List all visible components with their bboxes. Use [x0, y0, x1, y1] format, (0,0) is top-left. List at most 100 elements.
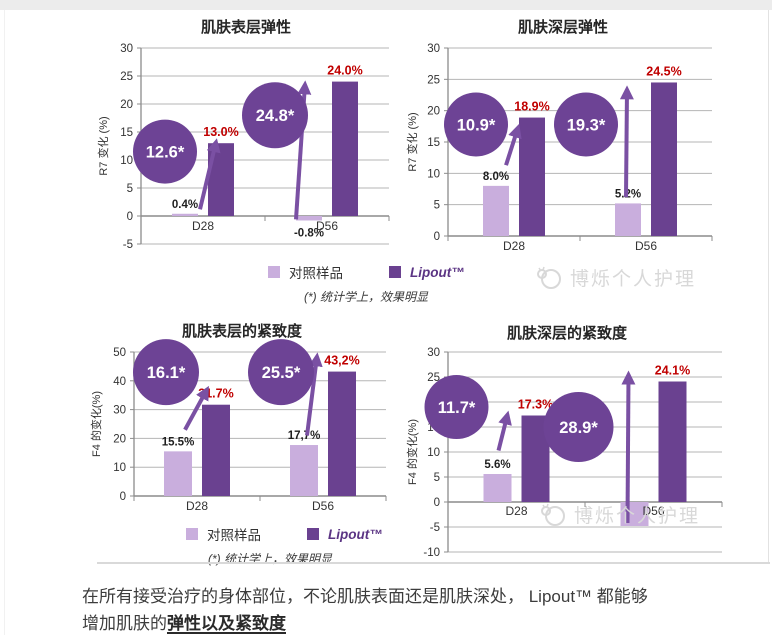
- svg-text:-10: -10: [423, 547, 440, 559]
- svg-text:25: 25: [427, 74, 440, 86]
- svg-text:-0.8%: -0.8%: [294, 227, 324, 239]
- svg-text:24.1%: 24.1%: [655, 364, 690, 378]
- svg-text:0: 0: [434, 497, 440, 509]
- legend-item-lipout: Lipout™: [307, 527, 383, 542]
- svg-text:肌肤深层弹性: 肌肤深层弹性: [518, 18, 608, 36]
- legend-note: (*) 统计学上，效果明显: [208, 552, 332, 566]
- svg-text:D28: D28: [505, 504, 527, 518]
- svg-text:17.3%: 17.3%: [518, 398, 553, 412]
- svg-text:-5: -5: [430, 522, 440, 534]
- svg-text:10: 10: [113, 462, 126, 474]
- svg-text:20: 20: [120, 99, 133, 111]
- svg-text:15.5%: 15.5%: [162, 436, 195, 448]
- svg-text:肌肤深层的紧致度: 肌肤深层的紧致度: [507, 324, 628, 342]
- svg-text:5: 5: [434, 472, 440, 484]
- svg-text:10: 10: [427, 447, 440, 459]
- left-page-edge: [4, 10, 5, 635]
- svg-text:50: 50: [113, 347, 126, 359]
- svg-text:15: 15: [120, 127, 133, 139]
- svg-text:25: 25: [427, 372, 440, 384]
- svg-text:24.0%: 24.0%: [327, 64, 362, 78]
- svg-text:F4 的变化(%): F4 的变化(%): [405, 419, 419, 485]
- svg-text:D28: D28: [186, 499, 208, 513]
- svg-text:-5: -5: [123, 239, 133, 251]
- svg-text:24.5%: 24.5%: [646, 64, 681, 78]
- summary-line-2-prefix: 增加肌肤的: [82, 614, 167, 633]
- svg-text:D56: D56: [316, 219, 338, 233]
- svg-text:20: 20: [113, 433, 126, 445]
- svg-text:0: 0: [127, 211, 133, 223]
- svg-text:18.9%: 18.9%: [514, 100, 549, 114]
- svg-text:10.9*: 10.9*: [457, 116, 496, 134]
- svg-text:25.5*: 25.5*: [262, 364, 301, 382]
- svg-text:30: 30: [120, 43, 133, 55]
- control-swatch: [268, 266, 280, 278]
- svg-text:40: 40: [113, 376, 126, 388]
- svg-text:D56: D56: [312, 499, 334, 513]
- legend-label-lipout: Lipout™: [410, 264, 465, 280]
- svg-text:5: 5: [127, 183, 133, 195]
- watermark-text: 博烁个人护理: [570, 269, 697, 290]
- watermark-top: 博烁个人护理: [536, 264, 696, 291]
- svg-text:D56: D56: [642, 504, 664, 518]
- top-gray-strip: [0, 0, 772, 10]
- lipout-swatch: [307, 528, 319, 540]
- watermark-icon: [537, 266, 561, 289]
- svg-text:5: 5: [434, 200, 440, 212]
- svg-text:30: 30: [427, 43, 440, 55]
- legend-top: 对照样品 Lipout™ (*) 统计学上，效果明显: [268, 262, 465, 305]
- svg-text:12.6*: 12.6*: [146, 144, 185, 162]
- summary-emphasis: 弹性以及紧致度: [167, 614, 286, 633]
- svg-text:0.4%: 0.4%: [172, 199, 198, 211]
- svg-text:25: 25: [120, 71, 133, 83]
- svg-text:19.3*: 19.3*: [567, 116, 606, 134]
- summary-line-1: 在所有接受治疗的身体部位，不论肌肤表面还是肌肤深处， Lipout™ 都能够: [82, 587, 648, 606]
- legend-label-control: 对照样品: [207, 528, 261, 543]
- svg-text:R7 变化 (%): R7 变化 (%): [405, 112, 419, 171]
- svg-text:16.1*: 16.1*: [147, 364, 186, 382]
- svg-text:0: 0: [120, 491, 126, 503]
- legend-item-control: 对照样品: [268, 262, 343, 282]
- svg-text:8.0%: 8.0%: [483, 171, 509, 183]
- legend-label-lipout: Lipout™: [328, 526, 383, 542]
- svg-text:17,7%: 17,7%: [288, 430, 321, 442]
- svg-text:肌肤表层弹性: 肌肤表层弹性: [201, 18, 291, 36]
- legend-label-control: 对照样品: [289, 266, 343, 281]
- svg-text:D28: D28: [503, 239, 525, 253]
- chart-skin-deep-firmness: -10-5051015202530肌肤深层的紧致度F4 的变化(%)5.6%17…: [404, 320, 730, 559]
- legend-note: (*) 统计学上，效果明显: [304, 290, 428, 304]
- control-swatch: [186, 528, 198, 540]
- svg-text:D28: D28: [192, 219, 214, 233]
- svg-text:30: 30: [113, 405, 126, 417]
- svg-text:F4 的变化(%): F4 的变化(%): [89, 391, 103, 457]
- svg-text:24.8*: 24.8*: [256, 107, 295, 125]
- chart-svg: -5 0 5 10 15 20 25 30 肌肤表层弹性 R7 变化 (%) 0.4% 13.0% D2…: [96, 18, 390, 251]
- svg-text:10: 10: [427, 168, 440, 180]
- svg-text:D56: D56: [635, 239, 657, 253]
- svg-text:5.6%: 5.6%: [484, 459, 510, 471]
- legend-bottom: 对照样品 Lipout™ (*) 统计学上，效果明显: [186, 524, 383, 567]
- chart-svg: -10-5051015202530肌肤深层的紧致度F4 的变化(%)5.6%17…: [405, 324, 723, 559]
- chart-skin-surface-elasticity: -5 0 5 10 15 20 25 30 肌肤表层弹性 R7 变化 (%) 0.4% 13.0% D2…: [95, 14, 397, 264]
- chart-skin-surface-firmness: 0 10 20 30 40 50 肌肤表层的紧致度 F4 的变化(%) 15.5% 31.7% D2…: [88, 318, 396, 514]
- legend-items: 对照样品 Lipout™: [186, 524, 383, 544]
- svg-text:13.0%: 13.0%: [203, 125, 238, 139]
- svg-text:11.7*: 11.7*: [438, 399, 476, 417]
- legend-items: 对照样品 Lipout™: [268, 262, 465, 282]
- summary-line-2: 增加肌肤的弹性以及紧致度: [82, 610, 722, 637]
- svg-text:28.9*: 28.9*: [559, 419, 598, 437]
- svg-text:10: 10: [120, 155, 133, 167]
- svg-text:30: 30: [427, 347, 440, 359]
- svg-text:20: 20: [427, 106, 440, 118]
- summary-paragraph: 在所有接受治疗的身体部位，不论肌肤表面还是肌肤深处， Lipout™ 都能够 增…: [82, 583, 722, 637]
- svg-text:15: 15: [427, 137, 440, 149]
- lipout-swatch: [389, 266, 401, 278]
- legend-item-control: 对照样品: [186, 524, 261, 544]
- svg-text:R7 变化 (%): R7 变化 (%): [96, 116, 110, 175]
- right-page-edge: [768, 10, 769, 563]
- section-divider: [97, 562, 770, 564]
